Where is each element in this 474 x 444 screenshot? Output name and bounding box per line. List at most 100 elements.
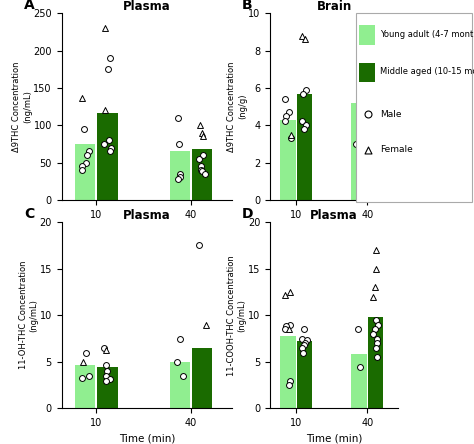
Point bbox=[298, 345, 306, 352]
Point bbox=[103, 368, 110, 375]
Point bbox=[303, 86, 310, 93]
Point bbox=[371, 94, 378, 101]
Point bbox=[374, 71, 382, 79]
Point bbox=[81, 125, 88, 132]
Point bbox=[286, 321, 293, 328]
Point bbox=[352, 140, 360, 147]
Point bbox=[101, 107, 109, 114]
Point bbox=[177, 335, 184, 342]
X-axis label: Time (min): Time (min) bbox=[119, 225, 175, 235]
Bar bbox=[359, 25, 375, 45]
Point bbox=[195, 242, 202, 249]
Point bbox=[375, 131, 383, 138]
Bar bbox=[368, 101, 383, 200]
Point bbox=[201, 170, 209, 177]
Bar bbox=[75, 144, 95, 200]
Y-axis label: 11-OH-THC Concentration
(ng/mL): 11-OH-THC Concentration (ng/mL) bbox=[19, 261, 38, 369]
Point bbox=[79, 163, 86, 170]
Y-axis label: 11-COOH-THC Concentration
(ng/mL): 11-COOH-THC Concentration (ng/mL) bbox=[228, 255, 246, 376]
Point bbox=[199, 133, 207, 140]
Bar bbox=[97, 367, 118, 408]
X-axis label: Time (min): Time (min) bbox=[119, 434, 175, 444]
Point bbox=[105, 137, 113, 144]
Bar bbox=[97, 112, 118, 200]
Text: D: D bbox=[242, 207, 254, 221]
Point bbox=[102, 361, 110, 368]
Point bbox=[287, 131, 295, 138]
Y-axis label: Δ9THC Concentration
(ng/g): Δ9THC Concentration (ng/g) bbox=[228, 61, 247, 152]
Point bbox=[299, 335, 306, 342]
Point bbox=[106, 375, 114, 382]
Point bbox=[174, 114, 182, 121]
Point bbox=[372, 345, 380, 352]
Point bbox=[364, 146, 372, 153]
Point bbox=[301, 125, 308, 132]
Point bbox=[174, 175, 182, 182]
Point bbox=[370, 122, 377, 129]
Point bbox=[101, 25, 109, 32]
Title: Plasma: Plasma bbox=[123, 209, 171, 222]
Bar bbox=[351, 103, 367, 200]
Point bbox=[374, 340, 381, 347]
X-axis label: Time (min): Time (min) bbox=[306, 434, 362, 444]
Point bbox=[197, 166, 205, 174]
Point bbox=[102, 346, 109, 353]
Point bbox=[199, 129, 206, 136]
Title: Brain: Brain bbox=[317, 0, 352, 13]
Point bbox=[285, 326, 293, 333]
Point bbox=[356, 363, 364, 370]
Point bbox=[372, 246, 379, 254]
Bar bbox=[351, 354, 367, 408]
Point bbox=[79, 166, 86, 174]
Point bbox=[302, 122, 310, 129]
Point bbox=[102, 377, 110, 384]
X-axis label: Time (min): Time (min) bbox=[306, 225, 362, 235]
Bar bbox=[170, 362, 190, 408]
Point bbox=[196, 122, 203, 129]
Point bbox=[286, 289, 293, 296]
Point bbox=[108, 144, 115, 151]
Point bbox=[82, 349, 90, 356]
Point bbox=[107, 55, 114, 62]
Point bbox=[285, 382, 293, 389]
Bar bbox=[280, 336, 296, 408]
Point bbox=[372, 97, 380, 104]
Bar bbox=[297, 341, 312, 408]
Point bbox=[282, 291, 289, 298]
Point bbox=[374, 49, 382, 56]
Bar bbox=[75, 365, 95, 408]
Y-axis label: Δ9THC Concentration
(ng/mL): Δ9THC Concentration (ng/mL) bbox=[12, 61, 32, 152]
Point bbox=[85, 372, 92, 379]
Point bbox=[282, 118, 289, 125]
Point bbox=[175, 140, 182, 147]
Point bbox=[300, 349, 307, 356]
Point bbox=[79, 358, 87, 365]
Point bbox=[372, 284, 379, 291]
Text: Female: Female bbox=[380, 145, 412, 154]
Bar bbox=[368, 317, 383, 408]
Text: Young adult (4-7 months): Young adult (4-7 months) bbox=[380, 30, 474, 39]
Point bbox=[200, 151, 207, 159]
Point bbox=[364, 111, 372, 118]
Point bbox=[374, 321, 382, 328]
Point bbox=[300, 90, 307, 97]
Point bbox=[300, 341, 307, 349]
Point bbox=[287, 135, 294, 142]
Bar bbox=[297, 94, 312, 200]
Point bbox=[298, 118, 306, 125]
Point bbox=[372, 265, 380, 272]
Text: Male: Male bbox=[380, 110, 401, 119]
Bar bbox=[192, 348, 212, 408]
Point bbox=[303, 337, 310, 344]
Point bbox=[78, 94, 85, 101]
Point bbox=[372, 112, 380, 119]
FancyBboxPatch shape bbox=[356, 13, 472, 202]
Point bbox=[373, 75, 381, 82]
Text: C: C bbox=[24, 207, 34, 221]
Bar bbox=[280, 119, 296, 200]
Point bbox=[374, 150, 381, 157]
Bar bbox=[170, 151, 190, 200]
Point bbox=[286, 377, 294, 384]
Point bbox=[373, 316, 380, 323]
Point bbox=[354, 326, 362, 333]
